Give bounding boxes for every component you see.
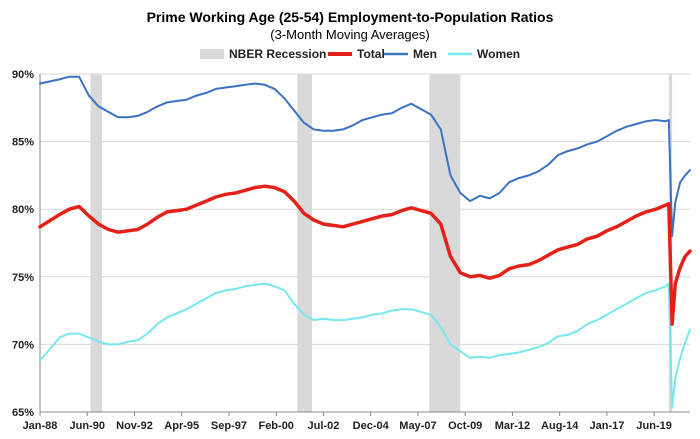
x-tick-label: Jul-02 [308,420,340,432]
y-tick-label: 65% [12,407,34,419]
x-tick-label: Apr-95 [164,420,199,432]
x-tick-label: Jan-88 [23,420,58,432]
x-tick-label: Nov-92 [116,420,153,432]
y-axis-ticks: 65% 70% 75% 80% 85% 90% [12,69,34,419]
x-tick-label: Jan-17 [589,420,624,432]
legend-swatch-recession [200,49,224,59]
y-tick-label: 70% [12,339,34,351]
x-tick-label: Sep-97 [211,420,247,432]
y-tick-label: 75% [12,272,34,284]
x-tick-label: Jun-90 [70,420,105,432]
x-axis-ticks: Jan-88 Jun-90 Nov-92 Apr-95 Sep-97 Feb-00 Jul-… [23,412,672,432]
x-tick-label: Oct-09 [448,420,482,432]
x-tick-label: Mar-12 [495,420,530,432]
legend-label-men: Men [413,47,437,61]
recession-band-2 [297,74,313,412]
recession-bands [90,74,673,412]
series-lines [38,75,692,409]
x-tick-label: May-07 [399,420,436,432]
y-tick-label: 80% [12,204,34,216]
chart-title: Prime Working Age (25-54) Employment-to-… [147,9,554,25]
series-line-total [38,184,692,326]
legend: NBER Recession Total Men Women [200,47,520,61]
series-line-men [39,75,691,238]
recession-band-1 [90,74,102,412]
legend-label-women: Women [477,47,520,61]
x-tick-label: Aug-14 [541,420,579,432]
x-tick-label: Feb-00 [258,420,293,432]
legend-label-total: Total [357,47,385,61]
y-tick-label: 85% [12,137,34,149]
series-line-women [39,282,691,409]
legend-label-recession: NBER Recession [229,47,326,61]
gridlines [40,73,690,413]
chart-subtitle: (3-Month Moving Averages) [270,27,429,42]
x-tick-label: Dec-04 [353,420,390,432]
axes [39,74,690,413]
x-tick-label: Jun-19 [636,420,671,432]
y-tick-label: 90% [12,69,34,81]
